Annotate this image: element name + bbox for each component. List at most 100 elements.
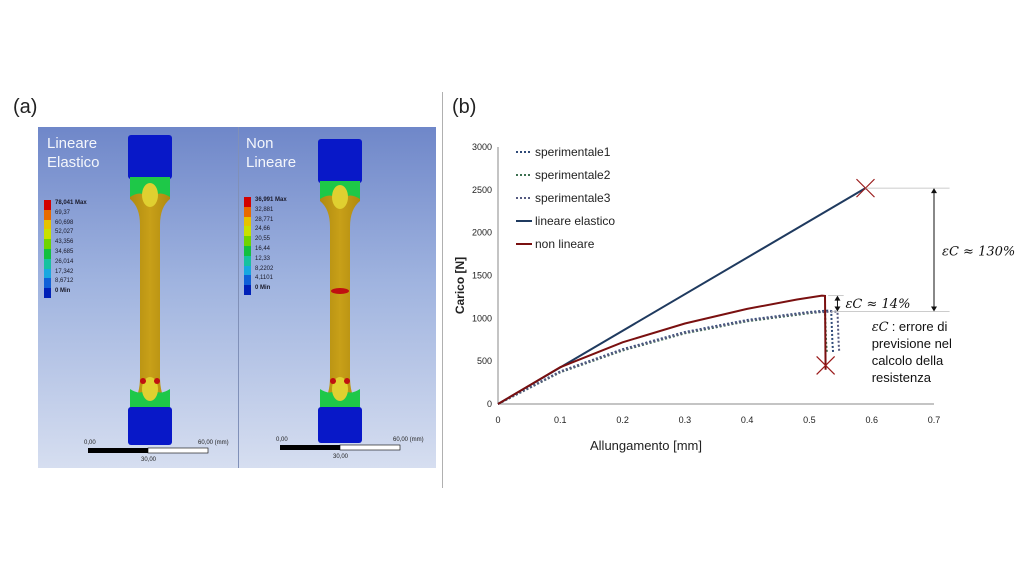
y-tick-label: 2500 [472,185,492,195]
x-tick-label: 0.3 [679,415,692,425]
nonlinear-legend-swatch [244,206,251,217]
legend-label: sperimentale3 [535,191,611,205]
linear-legend-label: 69,37 [55,209,71,216]
linear-scale-right: 60,00 (mm) [198,440,229,446]
nonlinear-legend-label: 24,66 [255,226,271,233]
arrow-head [834,295,841,301]
nonlinear-legend-label: 4,1101 [255,275,273,282]
linear-legend-label: 0 Min [55,288,71,295]
x-tick-label: 0.5 [803,415,816,425]
linear-scale-left: 0,00 [84,440,96,446]
nonlinear-legend-label: 12,33 [255,255,271,262]
nonlinear-legend-swatch [244,226,251,237]
panel-a-label: (a) [13,96,38,118]
linear-legend-swatch [44,278,51,289]
nonlinear-legend-swatch [244,245,251,256]
nonlinear-legend-swatch [244,255,251,266]
nonlinear-legend-label: 16,44 [255,245,271,252]
linear-legend-label: 8,6712 [55,278,74,285]
nonlinear-legend-label: 0 Min [255,285,271,292]
note-line: : errore di [892,319,948,334]
x-tick-label: 0.7 [928,415,941,425]
arrow-14 [834,295,841,312]
annotation-130: εC ≈ 130% [942,245,1015,260]
linear-legend-label: 52,027 [55,229,74,236]
linear-legend-swatch [44,288,51,298]
x-tick-label: 0.2 [616,415,629,425]
failure-marker-2 [816,356,836,375]
y-tick-label: 1500 [472,271,492,281]
linear-legend-swatch [44,229,51,240]
panel-b-label: (b) [452,96,477,118]
chart-legend-entry: lineare elastico [516,214,615,228]
nonlinear-scale-mid: 30,00 [333,454,349,460]
nonlinear-scale-right: 60,00 (mm) [393,437,424,443]
legend-label: sperimentale2 [535,168,611,182]
chart-legend-entry: sperimentale2 [516,168,611,182]
linear-legend-swatch [44,239,51,249]
note-line: resistenza [872,370,932,385]
series-line-3 [497,310,841,405]
linear-scale-mid: 30,00 [141,457,157,463]
arrow-head [834,306,841,312]
linear-legend-label: 43,356 [55,239,74,246]
nonlinear-scale-left: 0,00 [276,437,288,443]
nonlinear-legend-swatch [244,275,251,286]
linear-legend-swatch [44,258,51,269]
panel-divider [442,92,443,488]
nonlinear-legend-swatch [244,265,251,276]
linear-legend-label: 17,342 [55,268,74,275]
series-line-2 [497,310,828,405]
y-tick-label: 3000 [472,142,492,152]
y-tick-label: 0 [487,399,492,409]
nonlinear-legend-swatch [244,197,251,207]
marker-stroke [816,356,836,375]
x-axis-label: Allungamento [mm] [590,438,702,453]
linear-title: Lineare Elastico [47,135,100,171]
nonlinear-specimen [318,139,362,443]
chart-legend-entry: sperimentale1 [516,145,611,159]
simulation-separator [238,127,239,468]
specimen-drawings [88,135,401,454]
y-tick-label: 1000 [472,313,492,323]
note-line: previsione nel [872,336,952,351]
x-tick-label: 0 [495,415,500,425]
nonlinear-legend-swatch [244,216,251,227]
nonlinear-legend-label: 32,881 [255,206,274,213]
linear-legend-swatch [44,268,51,279]
arrow-head [931,188,937,194]
arrow-130 [931,188,937,312]
linear-legend-label: 26,014 [55,258,74,265]
arrow-head [931,306,937,312]
linear-legend-swatch [44,248,51,259]
y-axis-label: Carico [N] [453,257,467,314]
x-tick-label: 0.6 [865,415,878,425]
annotation-14: εC ≈ 14% [845,297,910,312]
nonlinear-legend-label: 8,2202 [255,265,274,272]
linear-legend-label: 60,698 [55,219,74,226]
nonlinear-legend-swatch [244,285,251,295]
legend-label: lineare elastico [535,214,615,228]
y-tick-label: 2000 [472,228,492,238]
linear-specimen [128,135,172,445]
nonlinear-legend-label: 36,991 Max [255,197,287,203]
nonlinear-legend-swatch [244,236,251,246]
nonlinear-legend-label: 20,55 [255,236,271,243]
linear-legend-swatch [44,209,51,220]
linear-legend-swatch [44,219,51,230]
x-tick-label: 0.1 [554,415,567,425]
y-tick-label: 500 [477,356,492,366]
note-symbol: εC [872,320,889,335]
chart-legend-entry: sperimentale3 [516,191,611,205]
linear-legend-label: 78,041 Max [55,200,87,206]
series-line-5 [497,294,827,405]
series-line-1 [497,309,835,405]
load-elongation-chart: 0 0.1 0.2 0.3 0.4 0.5 0.6 0.7 0 500 1000 1500 2000 25… [453,142,1015,453]
linear-legend-label: 34,685 [55,248,74,255]
legend-label: sperimentale1 [535,145,611,159]
chart-legend-entry: non lineare [516,237,595,251]
legend-label: non lineare [535,237,595,251]
note-line: calcolo della [872,353,944,368]
nonlinear-legend-label: 28,771 [255,216,274,223]
linear-legend-swatch [44,200,51,210]
